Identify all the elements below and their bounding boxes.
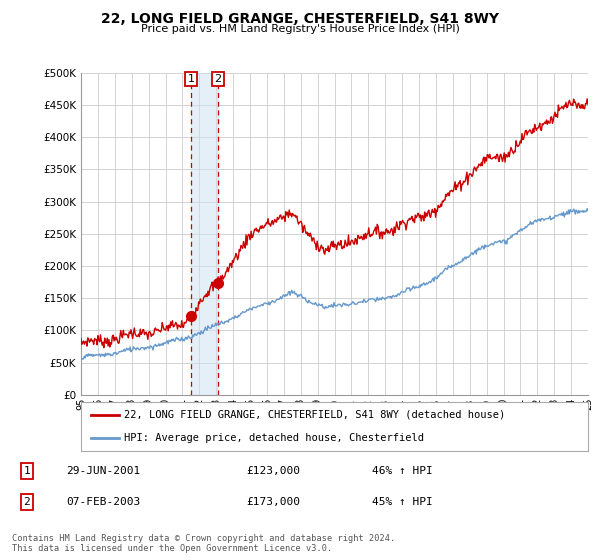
Text: £173,000: £173,000 [246, 497, 300, 507]
Bar [191, 73, 218, 395]
Text: 22, LONG FIELD GRANGE, CHESTERFIELD, S41 8WY: 22, LONG FIELD GRANGE, CHESTERFIELD, S41… [101, 12, 499, 26]
Text: Price paid vs. HM Land Registry's House Price Index (HPI): Price paid vs. HM Land Registry's House … [140, 24, 460, 34]
Text: £123,000: £123,000 [246, 466, 300, 476]
Text: 1: 1 [187, 74, 194, 84]
Text: 46% ↑ HPI: 46% ↑ HPI [372, 466, 433, 476]
Text: 2: 2 [214, 74, 221, 84]
Text: 29-JUN-2001: 29-JUN-2001 [66, 466, 140, 476]
Text: 1: 1 [23, 466, 31, 476]
Text: 22, LONG FIELD GRANGE, CHESTERFIELD, S41 8WY (detached house): 22, LONG FIELD GRANGE, CHESTERFIELD, S41… [124, 410, 505, 420]
Text: 45% ↑ HPI: 45% ↑ HPI [372, 497, 433, 507]
Text: HPI: Average price, detached house, Chesterfield: HPI: Average price, detached house, Ches… [124, 433, 424, 444]
Text: 07-FEB-2003: 07-FEB-2003 [66, 497, 140, 507]
Text: Contains HM Land Registry data © Crown copyright and database right 2024.
This d: Contains HM Land Registry data © Crown c… [12, 534, 395, 553]
Text: 2: 2 [23, 497, 31, 507]
